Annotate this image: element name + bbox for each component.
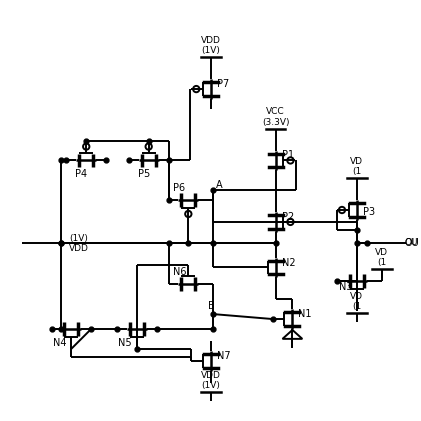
- Text: P4: P4: [75, 169, 87, 179]
- Text: N2: N2: [282, 258, 295, 267]
- Text: OU: OU: [405, 238, 418, 247]
- Text: VDD
(1V): VDD (1V): [201, 371, 221, 390]
- Text: VDD: VDD: [69, 244, 89, 253]
- Text: VCC
(3.3V): VCC (3.3V): [262, 107, 289, 127]
- Text: A: A: [216, 180, 223, 190]
- Text: N7: N7: [217, 351, 231, 361]
- Text: VDD
(1V): VDD (1V): [201, 36, 221, 56]
- Text: P3: P3: [363, 207, 375, 217]
- Text: P7: P7: [217, 79, 229, 89]
- Text: N6: N6: [173, 267, 187, 277]
- Text: (1V): (1V): [69, 234, 88, 243]
- Text: P1: P1: [282, 150, 293, 160]
- Text: N5: N5: [118, 338, 132, 348]
- Text: B: B: [208, 301, 215, 311]
- Text: VD
(1: VD (1: [375, 248, 388, 267]
- Text: P2: P2: [282, 212, 294, 222]
- Text: N3: N3: [339, 282, 352, 292]
- Text: VD
(1: VD (1: [350, 157, 363, 176]
- Text: P5: P5: [138, 169, 150, 179]
- Text: N1: N1: [298, 309, 312, 319]
- Text: VD
(1: VD (1: [350, 292, 363, 311]
- Text: N4: N4: [53, 338, 66, 348]
- Text: OU: OU: [405, 238, 419, 248]
- Text: P6: P6: [173, 183, 186, 193]
